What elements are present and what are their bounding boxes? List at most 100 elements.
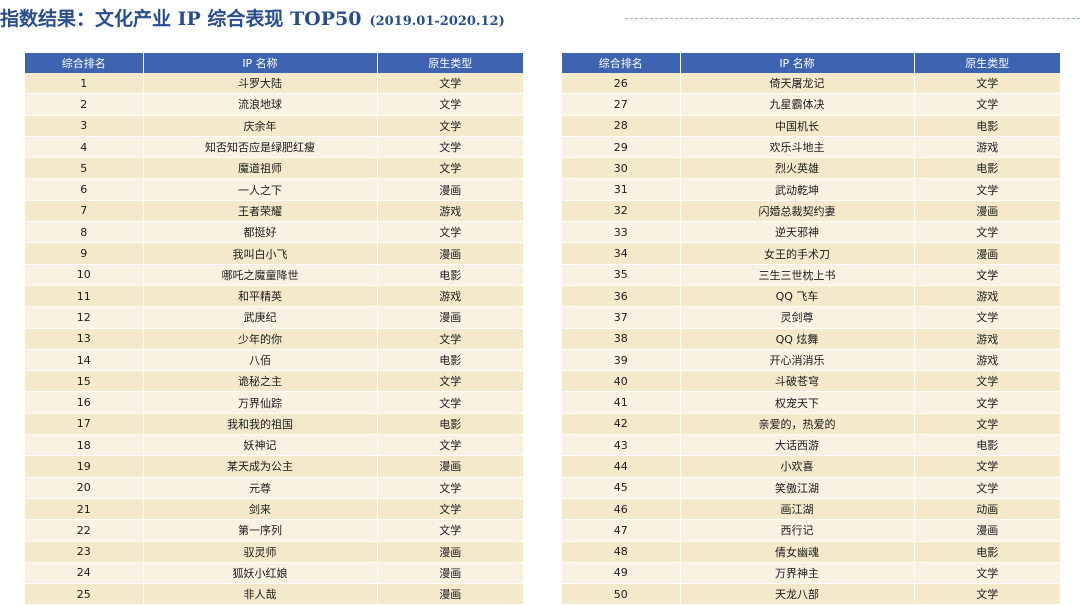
ip-name-cell: 中国机长	[679, 115, 914, 137]
rank-cell: 27	[562, 93, 680, 116]
rank-cell: 1	[25, 73, 143, 95]
origin-type-cell: 漫画	[913, 200, 1060, 223]
origin-type-cell: 漫画	[376, 455, 523, 478]
origin-type-cell: 文学	[913, 306, 1060, 329]
origin-type-cell: 漫画	[376, 242, 523, 265]
origin-type-cell: 文学	[376, 391, 523, 414]
ranking-table-right-body: 26 倚天屠龙记 文学 27 九星霸体决 文学 28 中国机长 电影 29 欢乐斗地主 游戏 30 烈火英…	[562, 73, 1060, 605]
rank-cell: 41	[562, 391, 680, 414]
ip-name-cell: 元尊	[142, 477, 377, 499]
origin-type-cell: 游戏	[913, 349, 1060, 372]
table-row: 10 哪吒之魔童降世 电影	[25, 264, 523, 286]
ip-name-cell: 第一序列	[142, 519, 377, 542]
origin-type-cell: 文学	[376, 519, 523, 542]
origin-type-cell: 文学	[913, 477, 1060, 499]
rank-cell: 4	[25, 136, 143, 159]
table-row: 31 武动乾坤 文学	[562, 178, 1060, 201]
table-row: 41 权宠天下 文学	[562, 391, 1060, 414]
table-row: 5 魔道祖师 文学	[25, 157, 523, 180]
ip-name-cell: 倩女幽魂	[679, 541, 914, 563]
rank-cell: 39	[562, 349, 680, 372]
origin-type-cell: 文学	[376, 157, 523, 180]
rank-cell: 33	[562, 221, 680, 244]
ip-name-cell: 我和我的祖国	[142, 413, 377, 436]
rank-cell: 44	[562, 455, 680, 478]
ip-name-cell: 闪婚总裁契约妻	[679, 200, 914, 223]
ip-name-cell: QQ 飞车	[679, 285, 914, 308]
rank-cell: 40	[562, 370, 680, 393]
table-row: 11 和平精英 游戏	[25, 285, 523, 308]
table-row: 3 庆余年 文学	[25, 115, 523, 137]
origin-type-cell: 游戏	[913, 285, 1060, 308]
ip-name-cell: 王者荣耀	[142, 200, 377, 223]
ip-name-cell: 庆余年	[142, 115, 377, 137]
rank-cell: 43	[562, 434, 680, 457]
origin-type-cell: 漫画	[913, 242, 1060, 265]
page-header: 指数结果：文化产业 IP 综合表现 TOP50 (2019.01-2020.12)	[0, 0, 1080, 40]
table-row: 30 烈火英雄 电影	[562, 157, 1060, 180]
ip-name-cell: 武动乾坤	[679, 178, 914, 201]
rank-cell: 47	[562, 519, 680, 542]
table-row: 36 QQ 飞车 游戏	[562, 285, 1060, 308]
table-row: 6 一人之下 漫画	[25, 178, 523, 201]
table-row: 42 亲爱的，热爱的 文学	[562, 413, 1060, 436]
rank-cell: 16	[25, 391, 143, 414]
ip-name-cell: 某天成为公主	[142, 455, 377, 478]
origin-type-cell: 文学	[376, 115, 523, 137]
ip-name-cell: 欢乐斗地主	[679, 136, 914, 159]
origin-type-cell: 文学	[913, 73, 1060, 95]
rank-cell: 24	[25, 562, 143, 585]
ip-name-cell: 女王的手术刀	[679, 242, 914, 265]
origin-type-cell: 漫画	[376, 562, 523, 585]
rank-cell: 18	[25, 434, 143, 457]
table-row: 24 狐妖小红娘 漫画	[25, 562, 523, 585]
rank-cell: 37	[562, 306, 680, 329]
table-row: 19 某天成为公主 漫画	[25, 455, 523, 478]
ip-name-cell: 倚天屠龙记	[679, 73, 914, 95]
origin-type-cell: 文学	[376, 477, 523, 499]
page-title: 指数结果：文化产业 IP 综合表现 TOP50 (2019.01-2020.12)	[0, 4, 505, 31]
origin-type-cell: 文学	[376, 498, 523, 521]
table-row: 8 都挺好 文学	[25, 221, 523, 244]
origin-type-cell: 电影	[913, 541, 1060, 563]
table-row: 44 小欢喜 文学	[562, 455, 1060, 478]
table-row: 46 画江湖 动画	[562, 498, 1060, 521]
origin-type-cell: 游戏	[913, 328, 1060, 350]
ip-name-cell: 八佰	[142, 349, 377, 372]
page-title-text: 指数结果：文化产业 IP 综合表现 TOP50	[0, 8, 362, 30]
ip-name-cell: 剑来	[142, 498, 377, 521]
rank-cell: 31	[562, 178, 680, 201]
origin-type-cell: 漫画	[913, 519, 1060, 542]
table-row: 38 QQ 炫舞 游戏	[562, 328, 1060, 350]
ip-name-cell: 逆天邪神	[679, 221, 914, 244]
origin-type-cell: 文学	[913, 413, 1060, 436]
ip-name-cell: 斗破苍穹	[679, 370, 914, 393]
rank-cell: 7	[25, 200, 143, 223]
rank-cell: 14	[25, 349, 143, 372]
origin-type-cell: 文学	[913, 221, 1060, 244]
origin-type-cell: 电影	[376, 349, 523, 372]
rank-cell: 45	[562, 477, 680, 499]
table-row: 45 笑傲江湖 文学	[562, 477, 1060, 499]
table-row: 48 倩女幽魂 电影	[562, 541, 1060, 563]
table-row: 32 闪婚总裁契约妻 漫画	[562, 200, 1060, 223]
origin-type-cell: 电影	[376, 413, 523, 436]
ip-name-cell: 灵剑尊	[679, 306, 914, 329]
rank-cell: 19	[25, 455, 143, 478]
ip-name-cell: 少年的你	[142, 328, 377, 350]
rank-cell: 12	[25, 306, 143, 329]
ranking-table-left: 综合排名 IP 名称 原生类型 1 斗罗大陆 文学 2 流浪地球 文学 3 庆余年 文学 4 知否知…	[25, 53, 523, 605]
ip-name-cell: 西行记	[679, 519, 914, 542]
ip-name-cell: 万界仙踪	[142, 391, 377, 414]
date-range: (2019.01-2020.12)	[369, 14, 505, 29]
table-row: 1 斗罗大陆 文学	[25, 73, 523, 95]
ip-name-cell: 开心消消乐	[679, 349, 914, 372]
rank-cell: 49	[562, 562, 680, 585]
rank-cell: 38	[562, 328, 680, 350]
table-row: 28 中国机长 电影	[562, 115, 1060, 137]
table-header-row: 综合排名 IP 名称 原生类型	[562, 53, 1060, 73]
rank-cell: 11	[25, 285, 143, 308]
ip-name-cell: 我叫白小飞	[142, 242, 377, 265]
header-origin-type: 原生类型	[913, 53, 1060, 73]
origin-type-cell: 文学	[376, 221, 523, 244]
